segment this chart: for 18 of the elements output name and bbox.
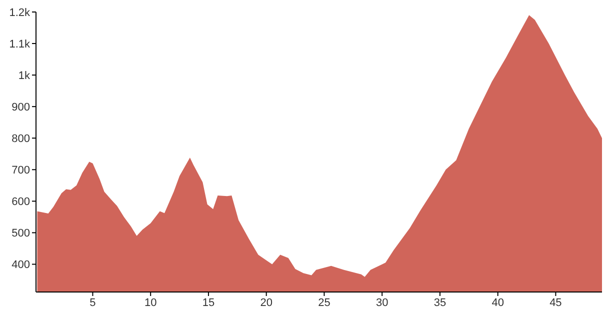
y-tick-label: 700 (12, 164, 30, 177)
y-tick-label: 400 (12, 259, 30, 272)
x-tick-label: 10 (144, 296, 157, 309)
x-tick-label: 45 (550, 296, 562, 309)
x-tick-label: 15 (202, 296, 215, 309)
y-tick-label: 600 (12, 196, 30, 208)
y-tick-label: 1k (18, 70, 30, 82)
y-tick-label: 500 (12, 228, 30, 240)
y-tick-label: 1.2k (9, 6, 30, 19)
x-tick-label: 35 (434, 296, 446, 309)
y-tick-label: 900 (12, 102, 30, 114)
x-tick-label: 20 (260, 296, 272, 309)
y-tick-label: 800 (12, 133, 30, 146)
x-tick-label: 30 (376, 296, 388, 309)
x-tick-label: 25 (318, 296, 330, 309)
x-tick-label: 5 (90, 296, 96, 309)
y-tick-label: 1.1k (9, 38, 30, 50)
x-tick-label: 40 (492, 296, 504, 309)
